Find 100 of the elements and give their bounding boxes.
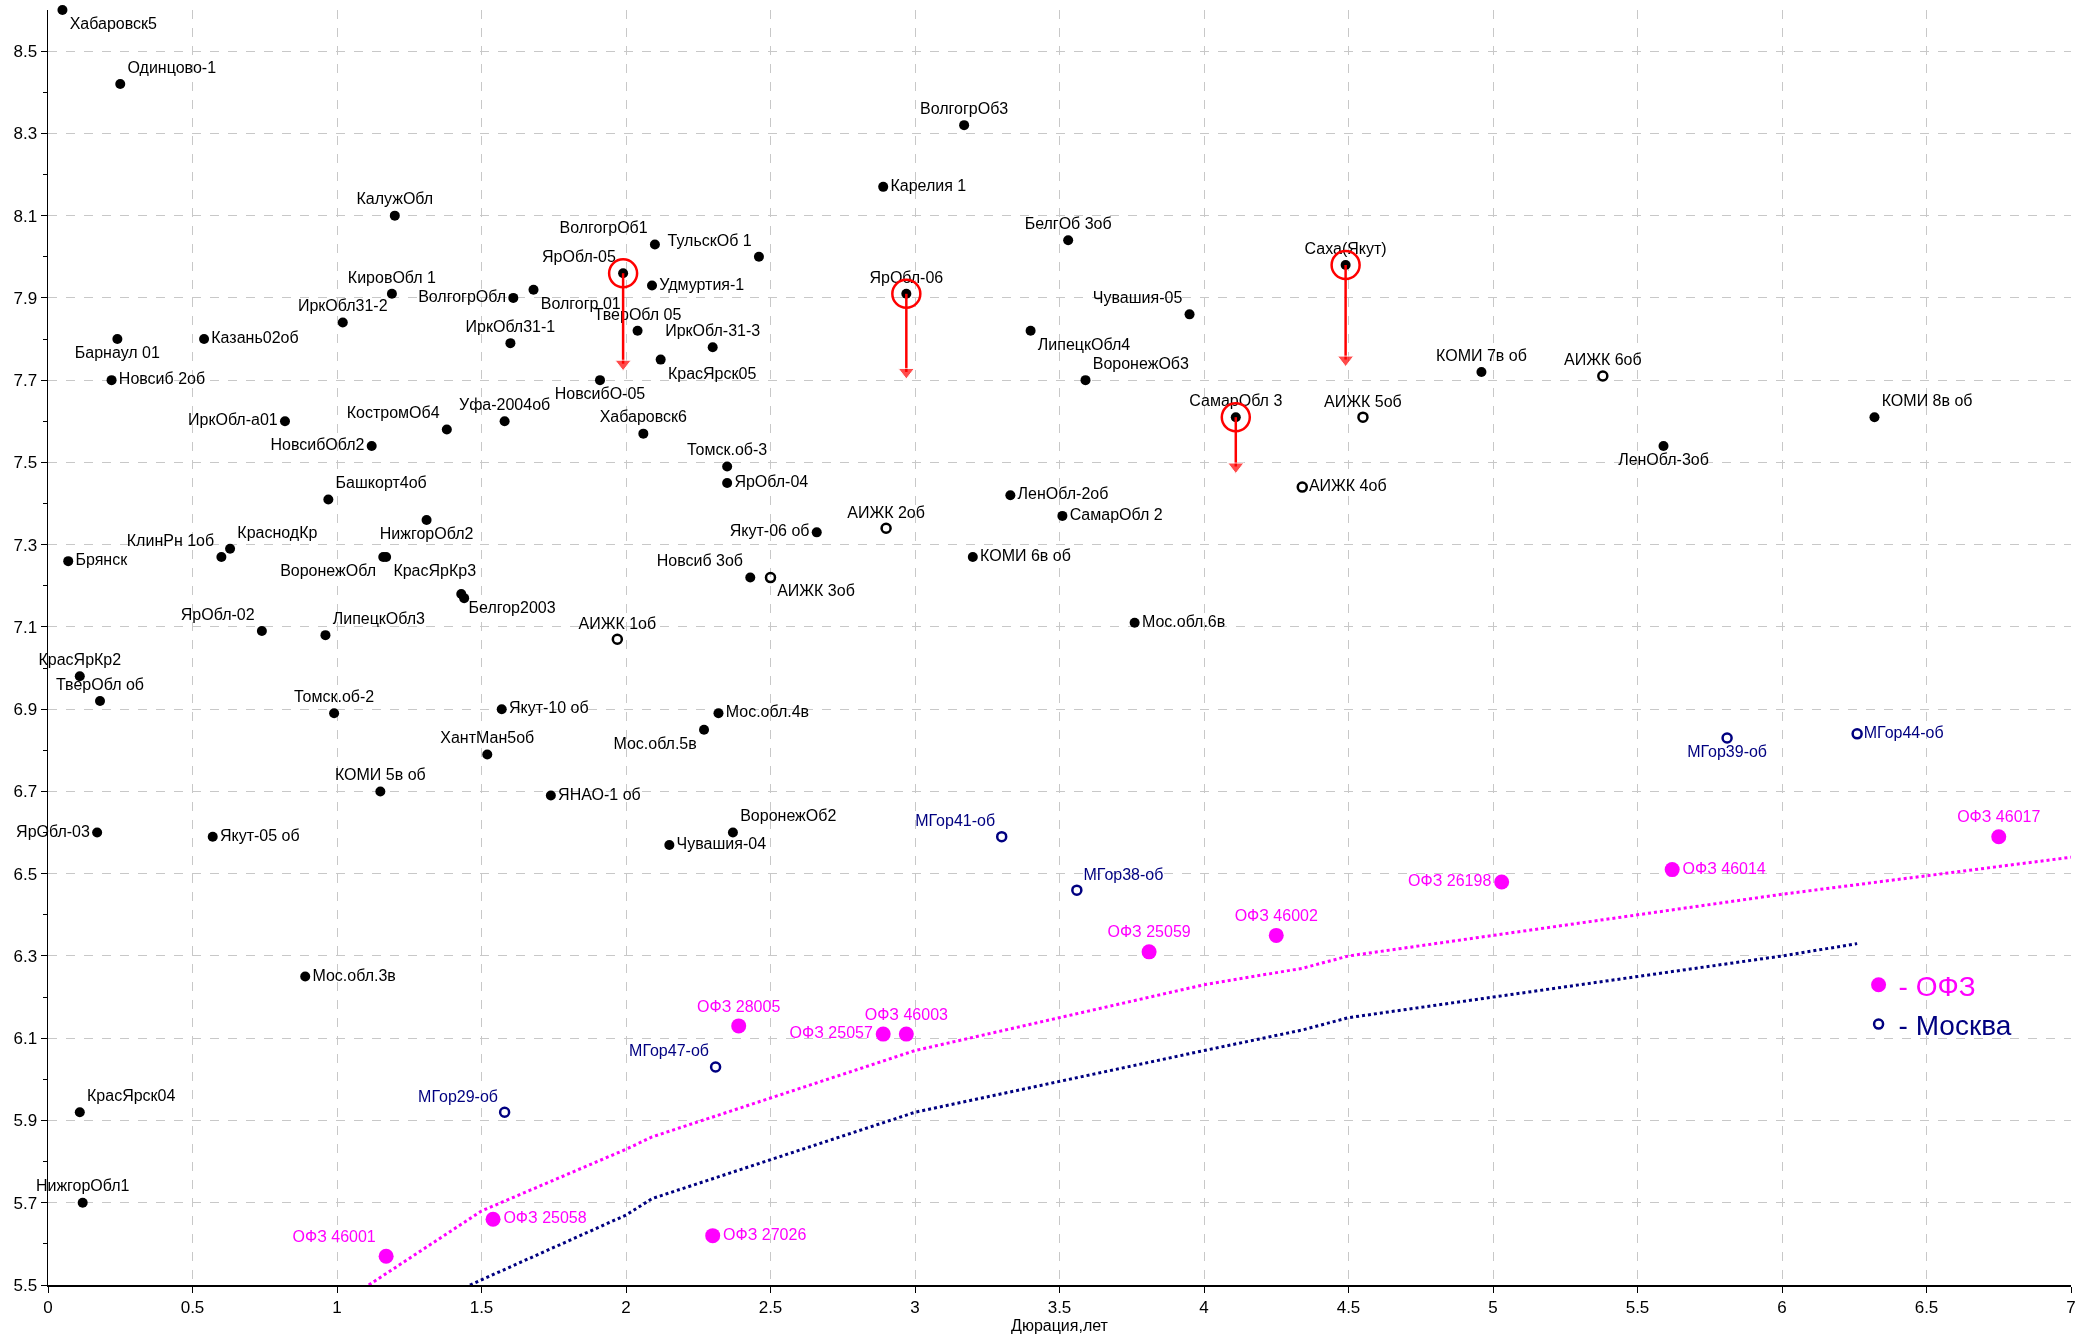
y-tick-label: 8.1 bbox=[13, 206, 38, 226]
data-label: КировОбл 1 bbox=[347, 268, 437, 286]
data-label: ЯрОбл-06 bbox=[869, 268, 944, 286]
data-label: КраснодКр bbox=[237, 523, 318, 541]
data-label: ЯрОбл-04 bbox=[734, 472, 809, 490]
point bbox=[1296, 481, 1309, 493]
data-label: АИЖК 4об bbox=[1308, 477, 1387, 495]
data-label: БелгОб 3об bbox=[1024, 215, 1112, 233]
data-label: ЯрОбл-05 bbox=[542, 247, 616, 265]
x-tick-label: 5 bbox=[1488, 1297, 1498, 1317]
y-tick-label: 7.5 bbox=[13, 453, 38, 473]
y-tick-label: 8.5 bbox=[13, 42, 38, 62]
data-label: ИркОбл31-2 bbox=[297, 297, 388, 315]
data-label: МГор38-об bbox=[1083, 865, 1164, 883]
point bbox=[764, 571, 777, 584]
y-tick-label: 6.5 bbox=[13, 864, 38, 884]
data-label: ОФЗ 26198 bbox=[1408, 871, 1492, 889]
data-label: ИркОбл31-1 bbox=[465, 317, 556, 335]
data-label: ТульскОб 1 bbox=[667, 231, 752, 249]
data-label: Якут-06 об bbox=[729, 522, 810, 540]
data-label: Уфа-2004об bbox=[459, 396, 551, 414]
data-label: КОМИ 6в об bbox=[980, 547, 1071, 565]
x-tick-label: 4.5 bbox=[1336, 1297, 1361, 1317]
point bbox=[1664, 862, 1680, 878]
data-label: ОФЗ 46017 bbox=[1957, 808, 2041, 826]
data-label: МГор29-об bbox=[418, 1087, 498, 1105]
data-label: ВоронежОбл bbox=[280, 562, 376, 580]
y-tick-label: 7.7 bbox=[13, 371, 38, 391]
data-label: Брянск bbox=[75, 551, 129, 569]
data-label: СамарОбл 2 bbox=[1069, 505, 1163, 523]
data-label: КрасЯрКр3 bbox=[393, 562, 477, 580]
y-tick-label: 5.5 bbox=[13, 1275, 38, 1295]
data-label: Башкорт4об bbox=[335, 474, 427, 492]
x-tick-label: 6.5 bbox=[1914, 1297, 1939, 1317]
data-label: Томск.об-2 bbox=[294, 688, 375, 706]
data-label: Якут-05 об bbox=[219, 826, 300, 844]
data-label: НовсибО-05 bbox=[554, 385, 646, 403]
point bbox=[1357, 411, 1369, 423]
point bbox=[1494, 874, 1510, 890]
point bbox=[709, 1061, 722, 1073]
data-label: Новсиб 3об bbox=[656, 552, 744, 570]
x-tick-label: 2 bbox=[621, 1297, 631, 1317]
point bbox=[1721, 732, 1733, 744]
data-label: ЛипецкОбл3 bbox=[332, 609, 426, 627]
data-label: АИЖК 5об bbox=[1324, 392, 1402, 410]
legend-label: - ОФЗ bbox=[1898, 970, 1976, 1002]
x-tick-label: 4 bbox=[1199, 1297, 1209, 1317]
data-label: ИркОбл-а01 bbox=[188, 411, 278, 429]
point bbox=[995, 830, 1008, 843]
data-label: АИЖК 1об bbox=[578, 614, 657, 632]
point bbox=[378, 1248, 394, 1264]
point bbox=[880, 522, 892, 534]
data-label: ОФЗ 46002 bbox=[1234, 907, 1318, 925]
data-label: ВоронежОб3 bbox=[1092, 354, 1189, 372]
point bbox=[1851, 728, 1863, 740]
x-tick-label: 1.5 bbox=[469, 1297, 494, 1317]
x-tick-label: 2.5 bbox=[758, 1297, 783, 1317]
data-label: АИЖК 6об bbox=[1563, 351, 1642, 369]
y-tick-label: 6.9 bbox=[13, 700, 38, 720]
data-label: Томск.об-3 bbox=[687, 441, 768, 459]
data-label: ОФЗ 46014 bbox=[1682, 859, 1766, 877]
data-label: МГор44-об bbox=[1863, 723, 1944, 741]
data-label: КОМИ 8в об bbox=[1881, 391, 1973, 409]
data-label: Мос.обл.3в bbox=[312, 966, 396, 984]
data-label: ЯрОбл-02 bbox=[180, 605, 255, 623]
point bbox=[1268, 927, 1284, 943]
data-label: ХантМан5об bbox=[440, 729, 535, 747]
y-tick-label: 7.3 bbox=[13, 535, 38, 555]
data-label: Хабаровск6 bbox=[599, 408, 688, 426]
point bbox=[498, 1106, 511, 1119]
data-label: НовсибОбл2 bbox=[270, 435, 365, 453]
data-label: АИЖК 3об bbox=[777, 582, 855, 600]
data-label: СамарОбл 3 bbox=[1189, 391, 1283, 409]
data-label: КОМИ 7в об bbox=[1436, 346, 1527, 364]
data-label: АИЖК 2об bbox=[847, 503, 925, 521]
data-label: ЯНАО-1 об bbox=[558, 785, 641, 803]
data-label: ЛенОбл-2об bbox=[1017, 485, 1109, 503]
point bbox=[1991, 829, 2007, 845]
data-label: ВолгогрОб1 bbox=[559, 219, 648, 237]
data-label: Мос.обл.5в bbox=[613, 735, 697, 753]
data-label: Хабаровск5 bbox=[69, 15, 158, 33]
data-label: Новсиб 2об bbox=[118, 370, 206, 388]
point bbox=[1141, 944, 1157, 960]
data-label: Карелия 1 bbox=[890, 176, 967, 194]
data-label: КрасЯрск04 bbox=[87, 1087, 176, 1105]
data-label: ИркОбл-31-3 bbox=[665, 322, 761, 340]
data-label: Саха(Якут) bbox=[1304, 239, 1387, 257]
point bbox=[611, 633, 624, 646]
data-label: Удмуртия-1 bbox=[659, 275, 745, 293]
point bbox=[1597, 370, 1609, 382]
data-label: Чувашия-04 bbox=[676, 834, 767, 852]
x-axis-title: Дюрация,лет bbox=[1011, 1317, 1109, 1335]
y-tick-label: 5.9 bbox=[13, 1111, 38, 1131]
data-label: МГор41-об bbox=[915, 812, 996, 830]
point bbox=[898, 1026, 914, 1042]
data-label: ТверОбл об bbox=[56, 675, 144, 693]
legend-label: - Москва bbox=[1898, 1010, 2012, 1042]
data-label: ЛенОбл-3об bbox=[1618, 451, 1709, 469]
data-label: Мос.обл.6в bbox=[1141, 612, 1226, 630]
data-label: ВолгогрОб3 bbox=[920, 99, 1009, 117]
